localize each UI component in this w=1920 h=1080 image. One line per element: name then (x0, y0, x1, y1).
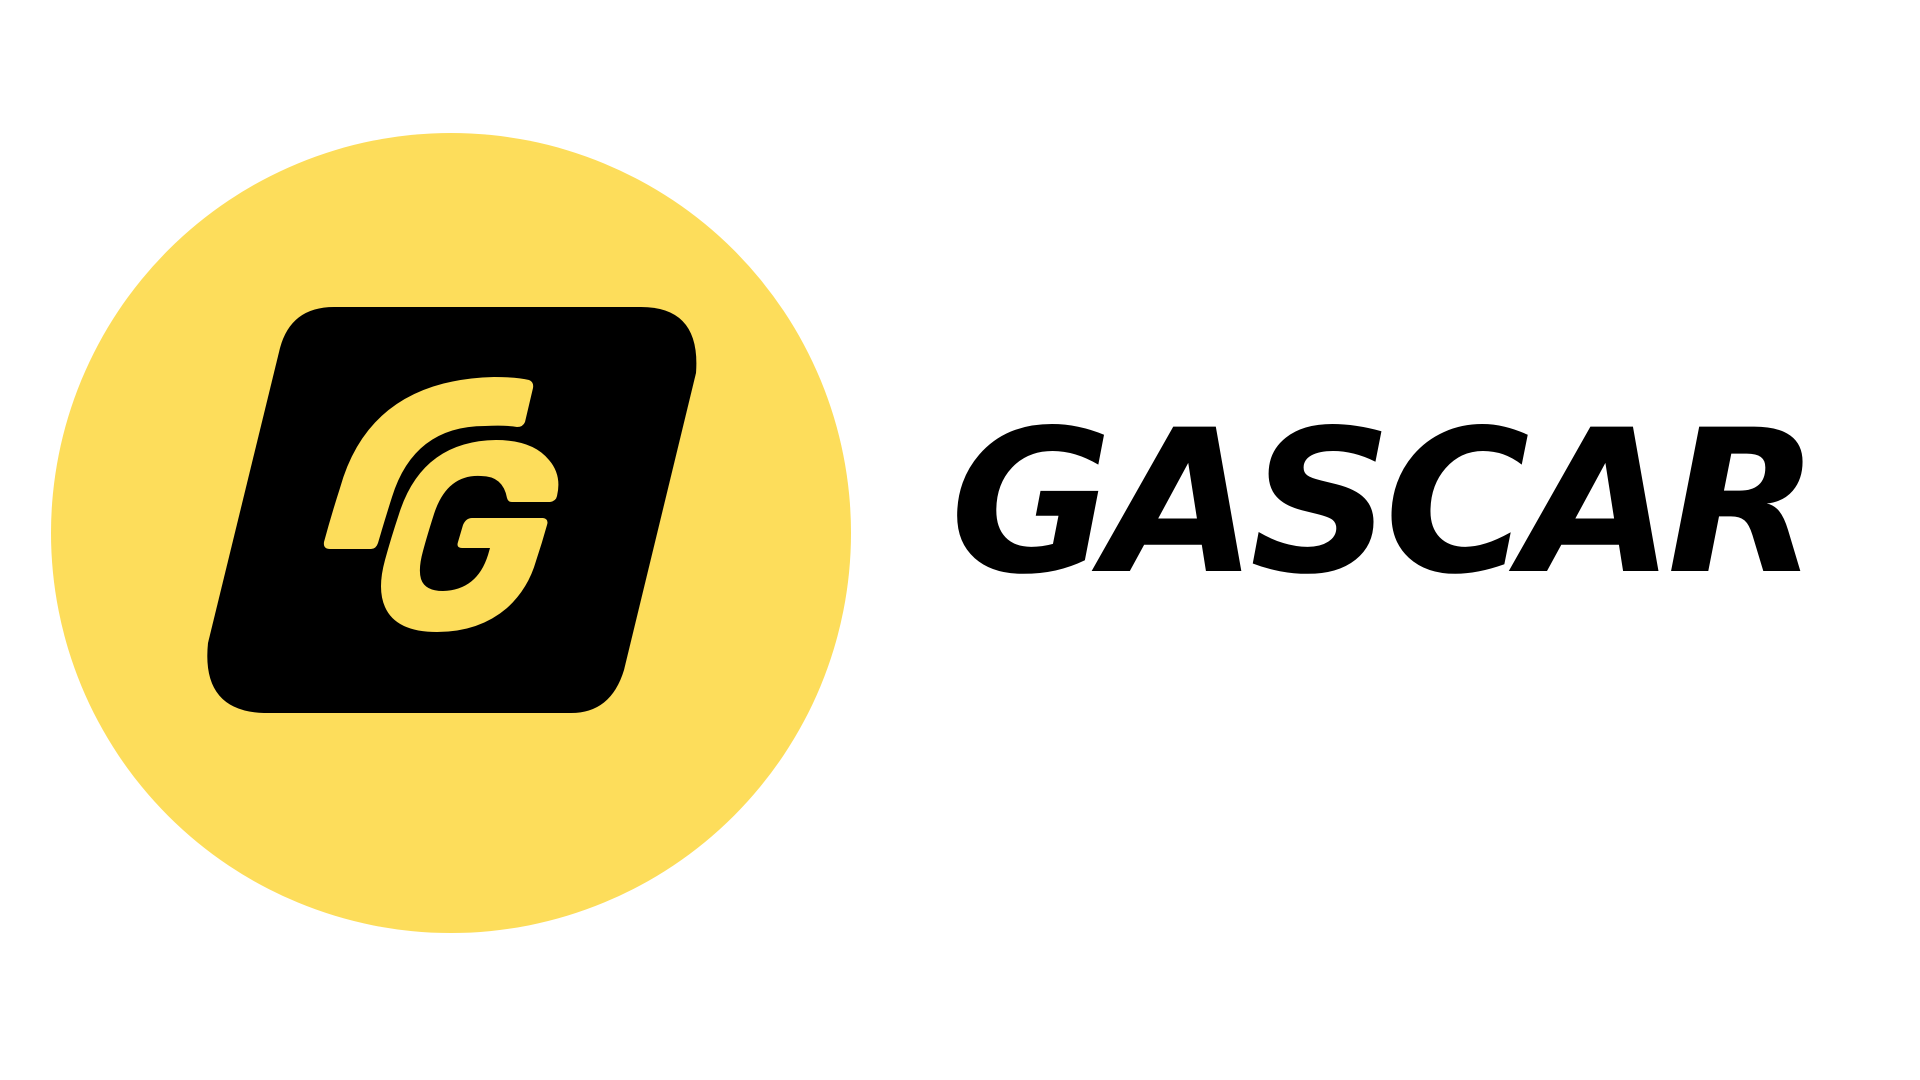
brand-wordmark: GASCAR (950, 387, 1819, 618)
g-monogram-icon (51, 133, 851, 933)
black-tile (207, 307, 697, 713)
outer-g-stroke (323, 377, 534, 549)
inner-g-stroke (381, 440, 559, 632)
logo-mark (51, 133, 851, 933)
